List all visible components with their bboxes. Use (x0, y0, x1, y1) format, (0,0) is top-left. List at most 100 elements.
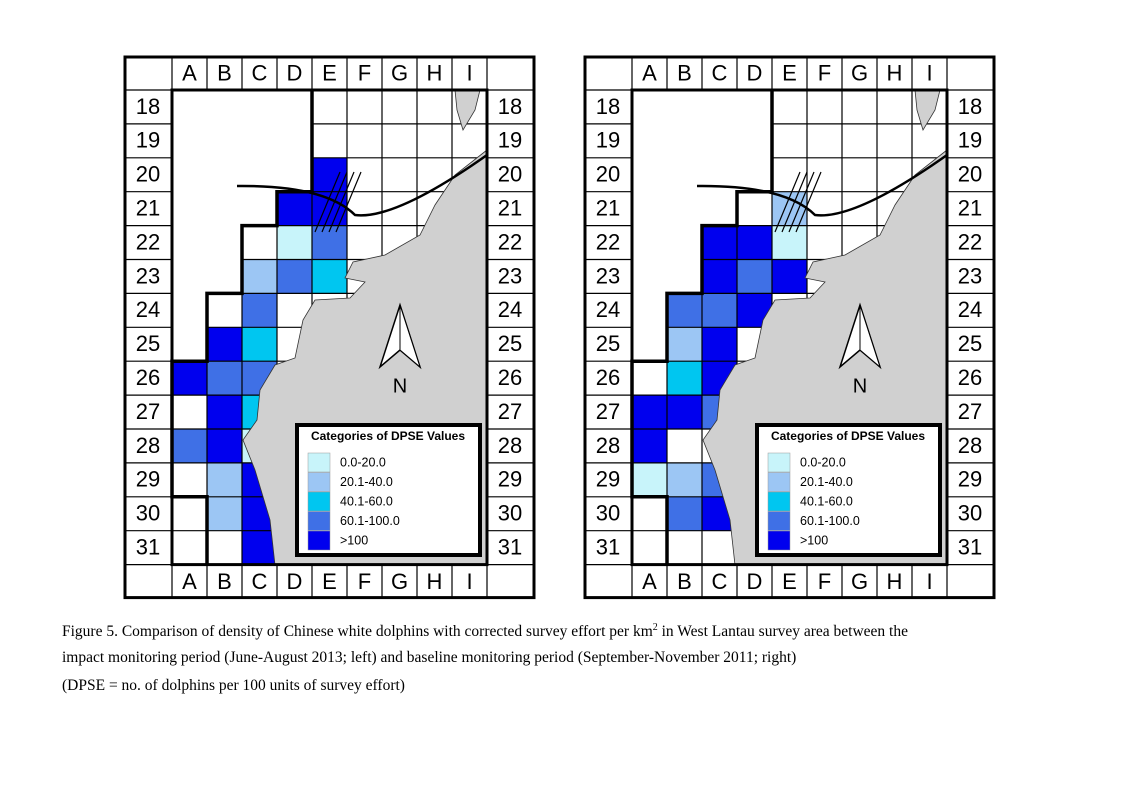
row-label: 26 (498, 365, 522, 390)
row-label: 30 (596, 501, 620, 526)
caption-text: in West Lantau survey area between the (657, 623, 908, 641)
row-label: 23 (596, 263, 620, 288)
column-label: D (287, 60, 303, 85)
row-label: 26 (958, 365, 982, 390)
grid-frame (630, 88, 949, 567)
row-label: 24 (498, 297, 522, 322)
row-label: 22 (596, 229, 620, 254)
row-label: 21 (958, 195, 982, 220)
survey-boundary (630, 90, 774, 565)
density-cell (277, 191, 312, 226)
legend-label: 60.1-100.0 (800, 514, 860, 528)
row-label: 22 (136, 229, 160, 254)
caption-line: (DPSE = no. of dolphins per 100 units of… (62, 677, 405, 694)
column-label: B (677, 60, 692, 85)
column-label: E (782, 60, 797, 85)
row-label: 28 (498, 433, 522, 458)
legend-title: Categories of DPSE Values (771, 429, 925, 443)
legend-label: >100 (340, 533, 368, 547)
row-label: 29 (596, 467, 620, 492)
density-cell (632, 462, 667, 497)
row-label: 18 (958, 94, 982, 119)
density-cell (242, 259, 277, 294)
legend-label: 60.1-100.0 (340, 514, 400, 528)
density-cell (172, 361, 207, 396)
row-label: 31 (498, 534, 522, 559)
column-label: C (252, 60, 268, 85)
column-label: H (427, 60, 443, 85)
row-label: 21 (136, 195, 160, 220)
row-label: 20 (136, 162, 160, 187)
north-arrow-half (859, 304, 882, 369)
density-cell (632, 429, 667, 463)
bridge-line (788, 171, 815, 233)
legend-swatch (307, 472, 331, 492)
row-label: 29 (958, 467, 982, 492)
legend-label: 20.1-40.0 (800, 475, 853, 489)
column-label: F (818, 569, 831, 594)
row-label: 19 (498, 128, 522, 153)
row-label: 25 (596, 331, 620, 356)
density-cell (667, 293, 702, 328)
legend-title: Categories of DPSE Values (311, 429, 465, 443)
row-label: 30 (498, 501, 522, 526)
density-cell (667, 361, 702, 396)
column-label: B (217, 60, 232, 85)
column-label: D (747, 60, 763, 85)
density-cell (667, 462, 702, 497)
caption-text: Figure 5. Comparison of density of Chine… (62, 623, 653, 641)
row-label: 23 (136, 263, 160, 288)
column-label: A (642, 60, 657, 85)
column-label: F (358, 60, 371, 85)
caption-sup: 2 (652, 622, 658, 633)
column-label: A (182, 60, 197, 85)
row-label: 18 (498, 94, 522, 119)
row-label: 24 (136, 297, 160, 322)
column-label: F (358, 569, 371, 594)
outside-area (633, 91, 771, 361)
legend-label: 0.0-20.0 (800, 455, 846, 469)
density-cell (207, 327, 242, 362)
column-label: I (466, 569, 472, 594)
column-label: G (391, 569, 408, 594)
row-label: 20 (958, 162, 982, 187)
column-label: A (182, 569, 197, 594)
legend-swatch (767, 511, 791, 531)
row-label: 30 (136, 501, 160, 526)
row-label: 31 (958, 534, 982, 559)
row-label: 28 (136, 433, 160, 458)
density-cell (312, 157, 347, 192)
density-cell (702, 293, 737, 328)
density-cell (242, 327, 277, 362)
density-cell (702, 259, 737, 294)
frame (583, 55, 996, 600)
density-cell (312, 259, 347, 294)
column-label: F (818, 60, 831, 85)
row-label: 31 (596, 534, 620, 559)
legend-label: >100 (800, 533, 828, 547)
north-label: N (393, 375, 407, 397)
column-label: I (466, 60, 472, 85)
row-label: 25 (958, 331, 982, 356)
row-label: 31 (136, 534, 160, 559)
road (696, 153, 948, 217)
legend-label: 40.1-60.0 (340, 494, 393, 508)
row-label: 20 (498, 162, 522, 187)
bridge-line (328, 171, 355, 233)
legend-label: 0.0-20.0 (340, 455, 386, 469)
legend-swatch (307, 530, 331, 551)
density-cell (242, 293, 277, 328)
column-label: G (851, 60, 868, 85)
north-label: N (853, 375, 867, 397)
caption-line: impact monitoring period (June-August 20… (62, 649, 797, 666)
legend-label: 40.1-60.0 (800, 494, 853, 508)
caption-line: Figure 5. Comparison of density of Chine… (62, 622, 908, 641)
density-cell (632, 395, 667, 429)
column-label: H (887, 569, 903, 594)
row-label: 26 (136, 365, 160, 390)
column-label: C (252, 569, 268, 594)
column-label: E (782, 569, 797, 594)
frame (123, 55, 536, 600)
density-cell (667, 395, 702, 429)
